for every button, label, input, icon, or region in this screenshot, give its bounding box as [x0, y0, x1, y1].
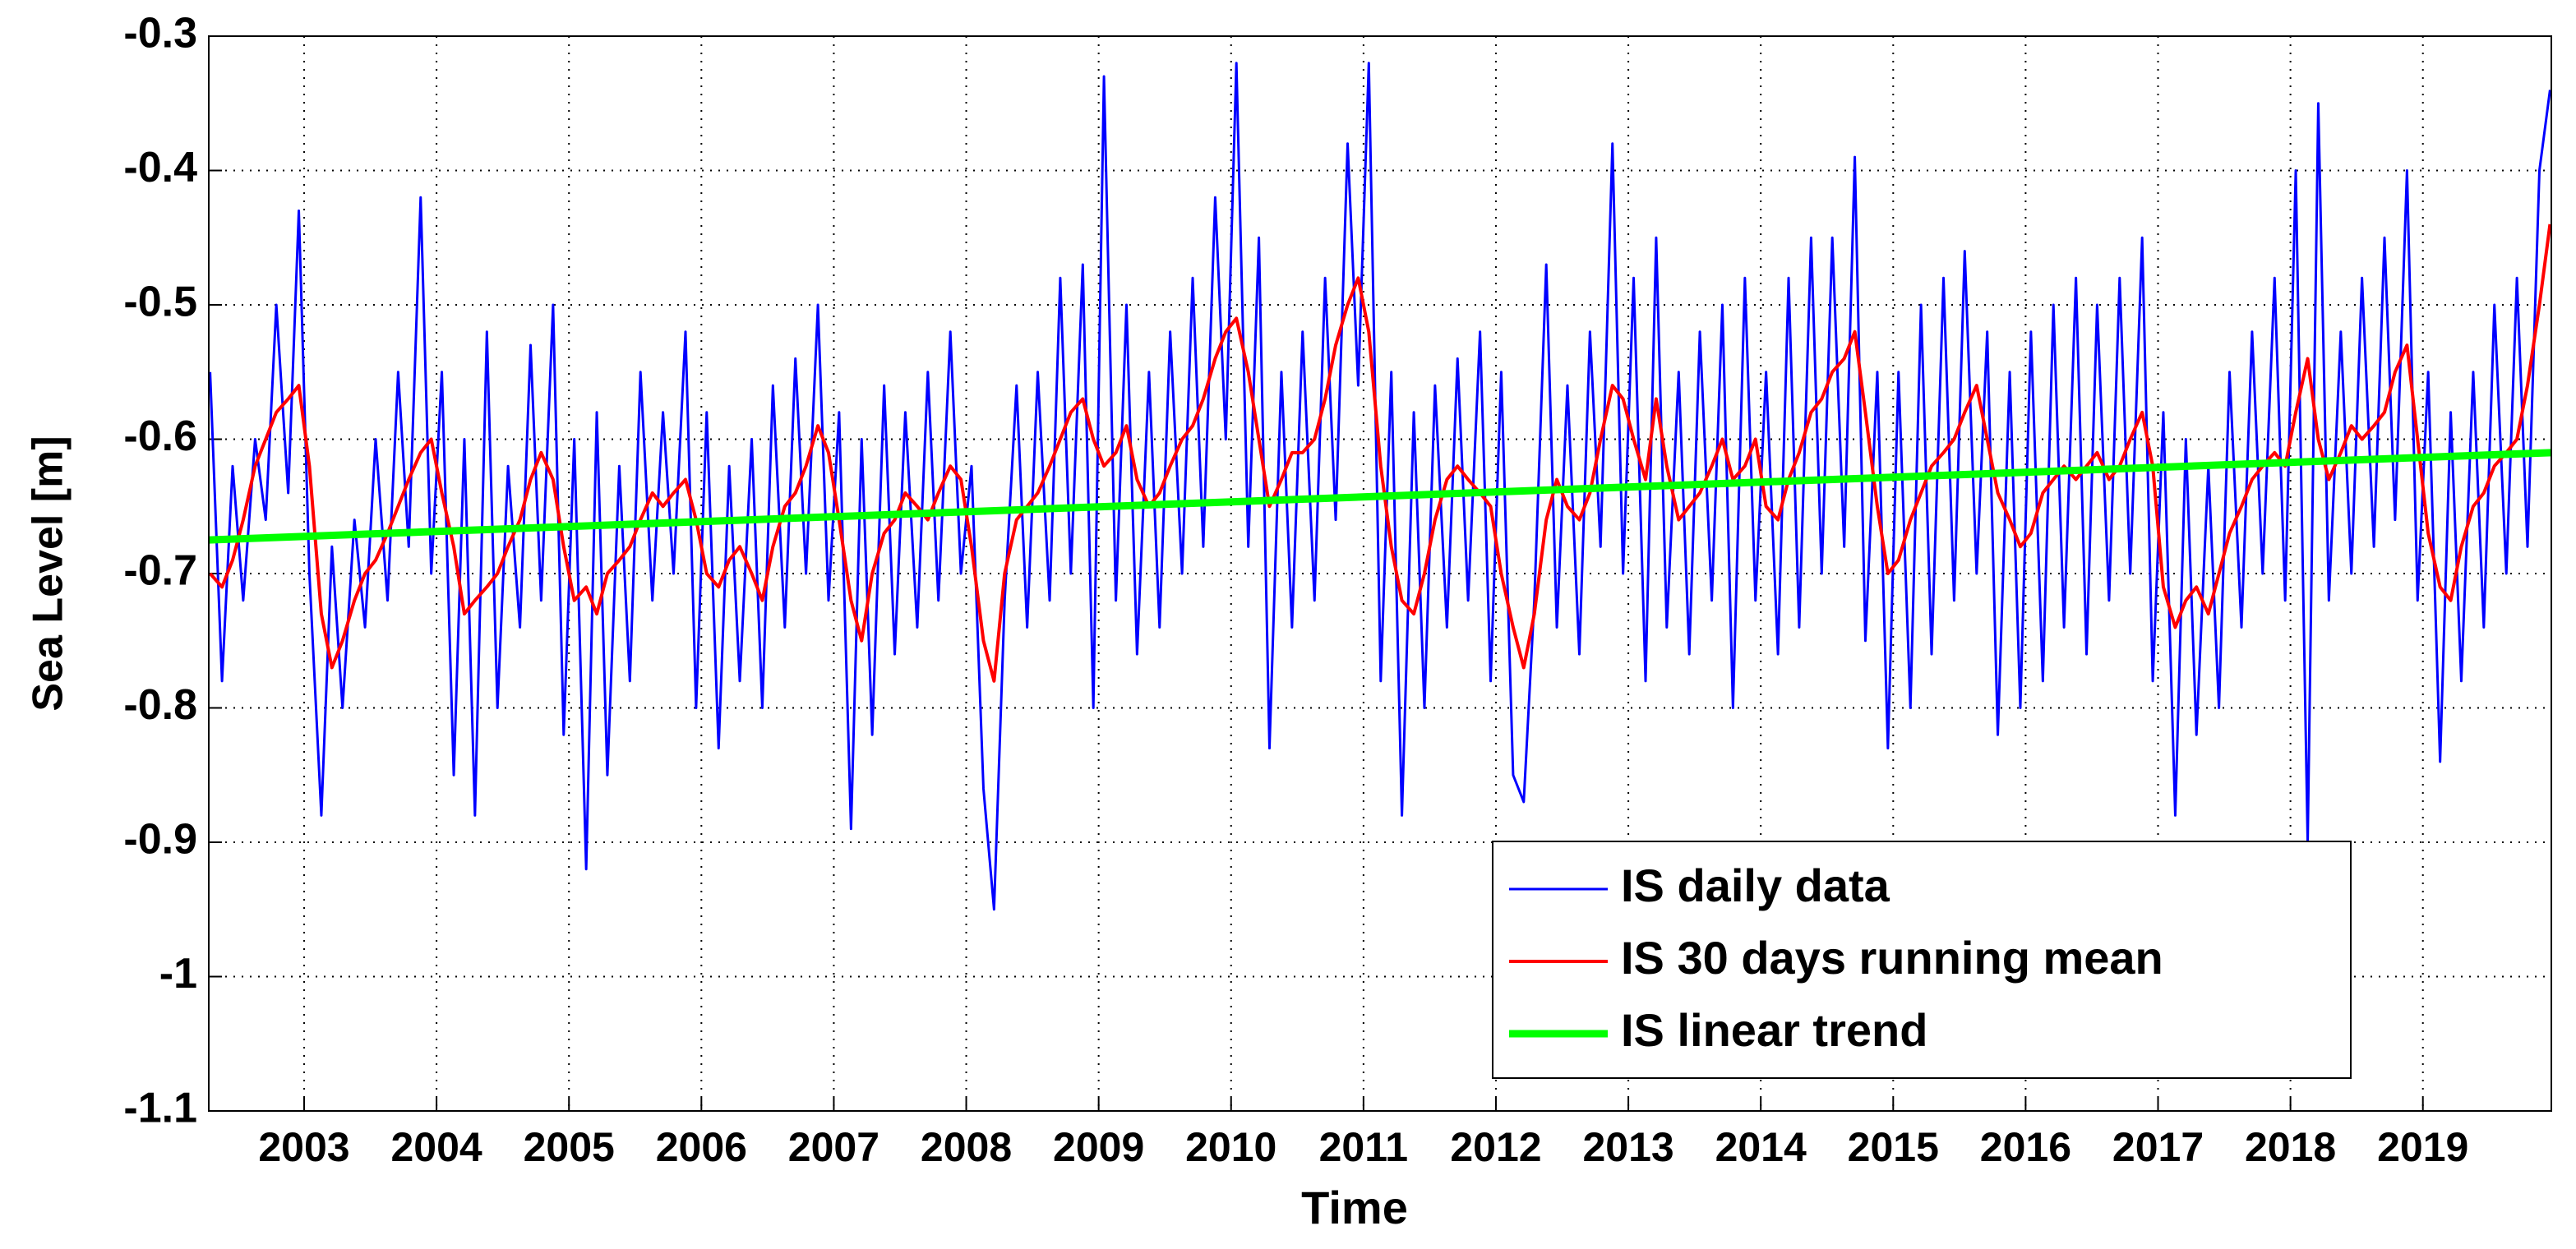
y-tick-label: -0.6 — [123, 412, 197, 460]
x-tick-label: 2011 — [1319, 1124, 1408, 1170]
y-tick-label: -0.8 — [123, 681, 197, 729]
y-tick-label: -0.4 — [123, 144, 197, 191]
x-tick-label: 2008 — [921, 1124, 1012, 1170]
x-tick-label: 2015 — [1848, 1124, 1939, 1170]
x-tick-label: 2012 — [1450, 1124, 1541, 1170]
x-tick-label: 2014 — [1715, 1124, 1807, 1170]
series-line — [209, 224, 2551, 683]
x-tick-label: 2007 — [788, 1124, 879, 1170]
legend-label: IS 30 days running mean — [1621, 932, 2163, 984]
series-line — [209, 449, 2551, 544]
x-tick-label: 2004 — [390, 1124, 482, 1170]
x-tick-label: 2009 — [1053, 1124, 1144, 1170]
legend-box — [1492, 841, 2352, 1079]
legend-label: IS linear trend — [1621, 1004, 1927, 1056]
x-tick-label: 2017 — [2112, 1124, 2204, 1170]
series-line — [209, 62, 2551, 911]
x-tick-label: 2016 — [1980, 1124, 2071, 1170]
x-tick-label: 2003 — [258, 1124, 349, 1170]
y-tick-label: -0.9 — [123, 816, 197, 864]
x-tick-label: 2010 — [1185, 1124, 1276, 1170]
x-tick-label: 2006 — [656, 1124, 747, 1170]
y-tick-label: -1.1 — [123, 1085, 197, 1132]
y-tick-label: -0.7 — [123, 547, 197, 595]
x-tick-label: 2013 — [1582, 1124, 1673, 1170]
x-tick-label: 2005 — [524, 1124, 615, 1170]
y-tick-label: -0.3 — [123, 10, 197, 58]
axes-box — [208, 35, 2552, 1112]
legend-label: IS daily data — [1621, 860, 1890, 911]
y-tick-label: -1 — [159, 950, 197, 998]
x-tick-label: 2019 — [2377, 1124, 2468, 1170]
x-tick-label: 2018 — [2245, 1124, 2336, 1170]
y-axis-label: Sea Level [m] — [25, 436, 72, 711]
x-axis-label: Time — [1301, 1182, 1408, 1233]
y-tick-label: -0.5 — [123, 279, 197, 326]
